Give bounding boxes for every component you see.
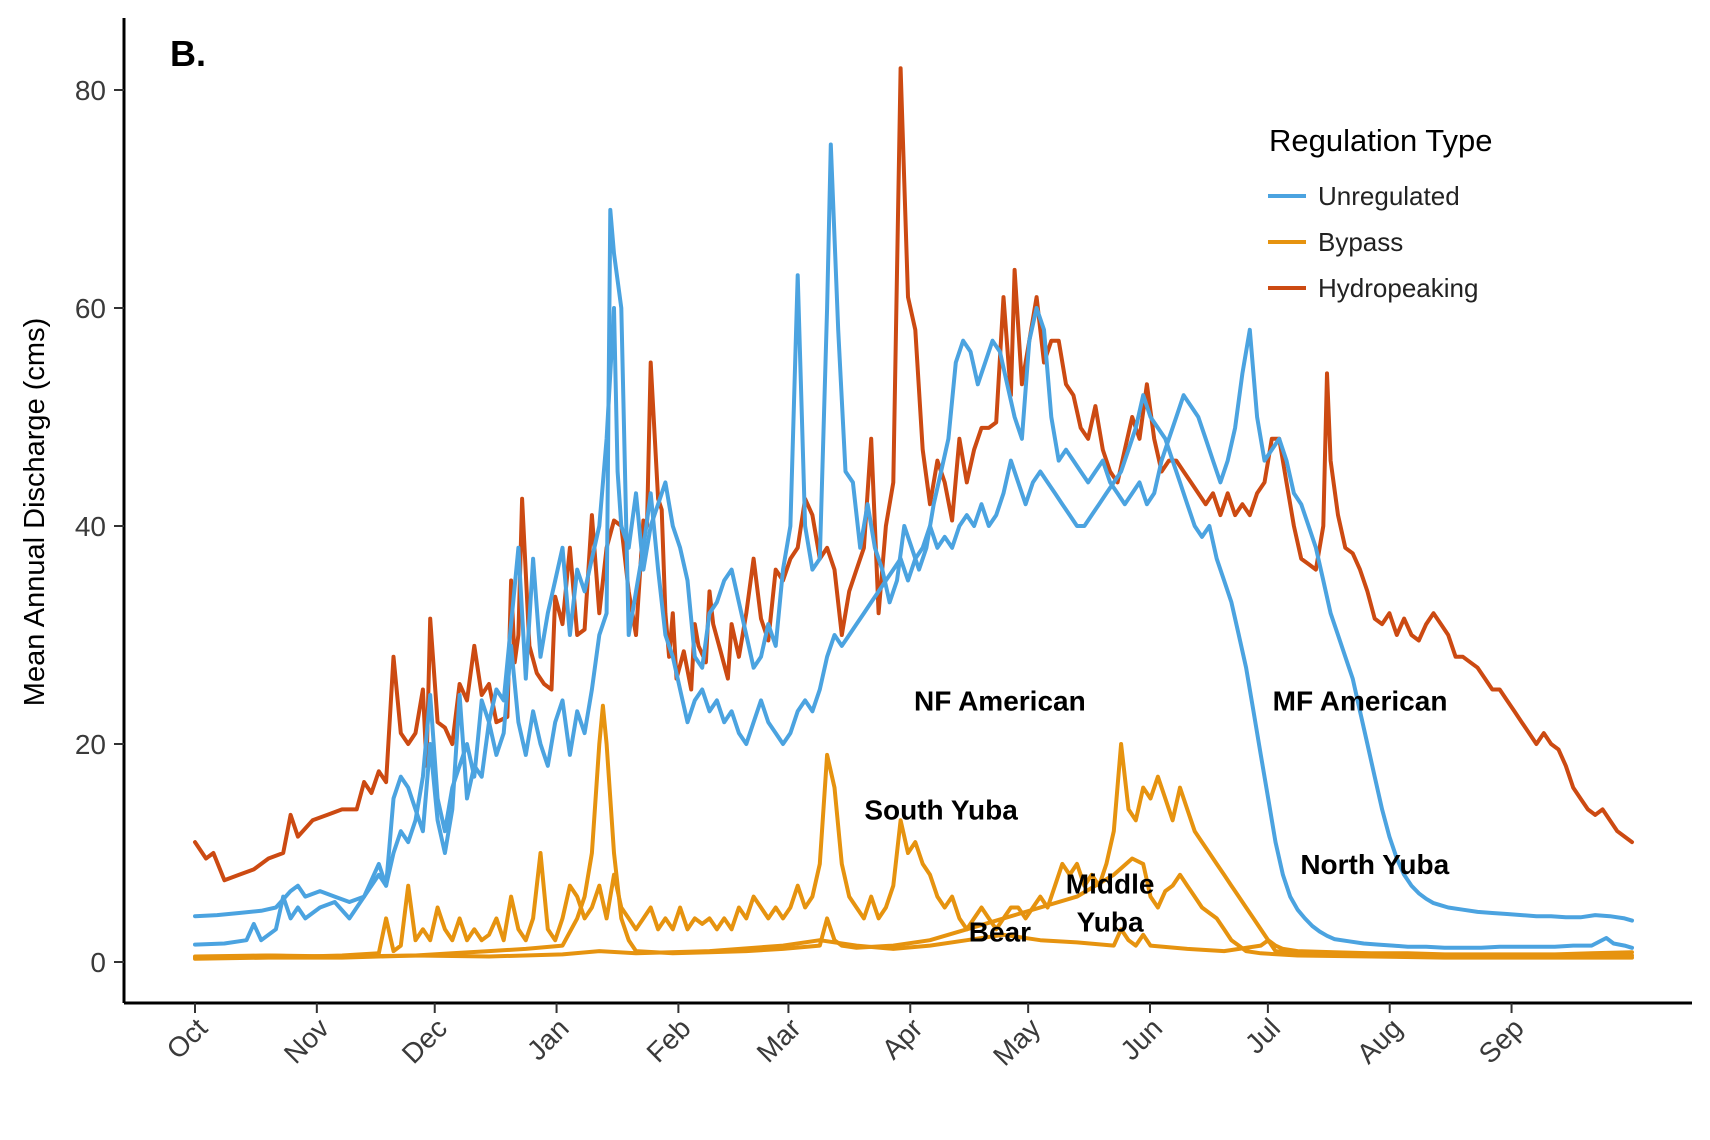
series-line-middle-yuba — [193, 703, 1634, 961]
y-axis-title: Mean Annual Discharge (cms) — [19, 318, 51, 706]
series-line-bear — [193, 927, 1634, 959]
series-line-north-yuba — [193, 207, 1634, 950]
x-tick-label: Apr — [876, 1012, 929, 1065]
series-line-south-yuba — [193, 742, 1634, 960]
x-tick-label: Nov — [278, 1012, 335, 1069]
annotation-yuba: Yuba — [1077, 907, 1144, 938]
ticks-layer: 0 20 40 60 80 Oct Nov Dec Jan Feb Mar Apr May Jun Jul A… — [75, 75, 1530, 1072]
legend: Regulation Type Unregulated Bypass Hydrope… — [1268, 123, 1492, 303]
annotation-mf-american: MF American — [1273, 685, 1448, 716]
x-tick-label: Oct — [161, 1012, 214, 1065]
series-line-nf-american — [193, 142, 1634, 923]
x-tick-label: Mar — [751, 1012, 807, 1068]
y-tick-label: 60 — [75, 293, 106, 324]
legend-label-bypass: Bypass — [1318, 227, 1403, 257]
x-tick-label: Aug — [1351, 1012, 1408, 1069]
y-tick-label: 20 — [75, 729, 106, 760]
annotation-south-yuba: South Yuba — [864, 794, 1018, 825]
series-layer — [193, 66, 1634, 961]
y-tick-label: 0 — [90, 947, 106, 978]
x-tick-label: Dec — [396, 1012, 453, 1069]
y-tick-label: 80 — [75, 75, 106, 106]
y-tick-label: 40 — [75, 511, 106, 542]
x-tick-label: Jun — [1114, 1012, 1168, 1066]
series-line-mf-american — [193, 66, 1634, 883]
annotation-nf-american: NF American — [914, 685, 1086, 716]
annotation-bear: Bear — [969, 916, 1031, 947]
x-tick-label: Jan — [521, 1012, 575, 1066]
annotation-middle: Middle — [1066, 869, 1155, 900]
legend-label-hydropeaking: Hydropeaking — [1318, 273, 1478, 303]
axes-layer — [122, 18, 1692, 1005]
panel-label: B. — [170, 33, 206, 74]
x-tick-label: Jul — [1239, 1012, 1286, 1059]
legend-title: Regulation Type — [1269, 123, 1492, 158]
annotation-north-yuba: North Yuba — [1300, 849, 1449, 880]
x-tick-label: May — [987, 1012, 1046, 1071]
annotations-layer: NF American MF American South Yuba North Yu… — [864, 685, 1449, 947]
x-tick-label: Sep — [1473, 1012, 1530, 1069]
x-tick-label: Feb — [641, 1012, 697, 1068]
legend-label-unregulated: Unregulated — [1318, 181, 1460, 211]
